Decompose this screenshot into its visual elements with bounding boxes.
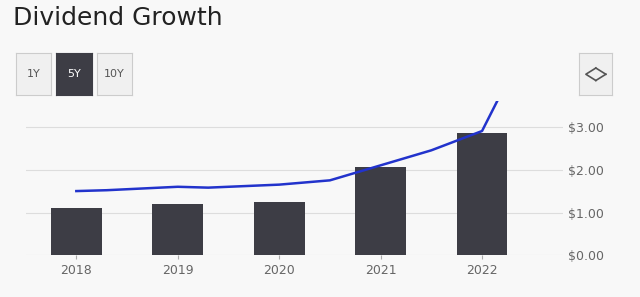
Text: Dividend Growth: Dividend Growth	[13, 6, 223, 30]
Bar	[51, 208, 102, 255]
Text: 5Y: 5Y	[67, 69, 81, 79]
Bar	[457, 133, 508, 255]
Bar	[254, 202, 305, 255]
Bar	[355, 168, 406, 255]
Bar	[152, 204, 203, 255]
Text: 10Y: 10Y	[104, 69, 125, 79]
Text: 1Y: 1Y	[27, 69, 40, 79]
